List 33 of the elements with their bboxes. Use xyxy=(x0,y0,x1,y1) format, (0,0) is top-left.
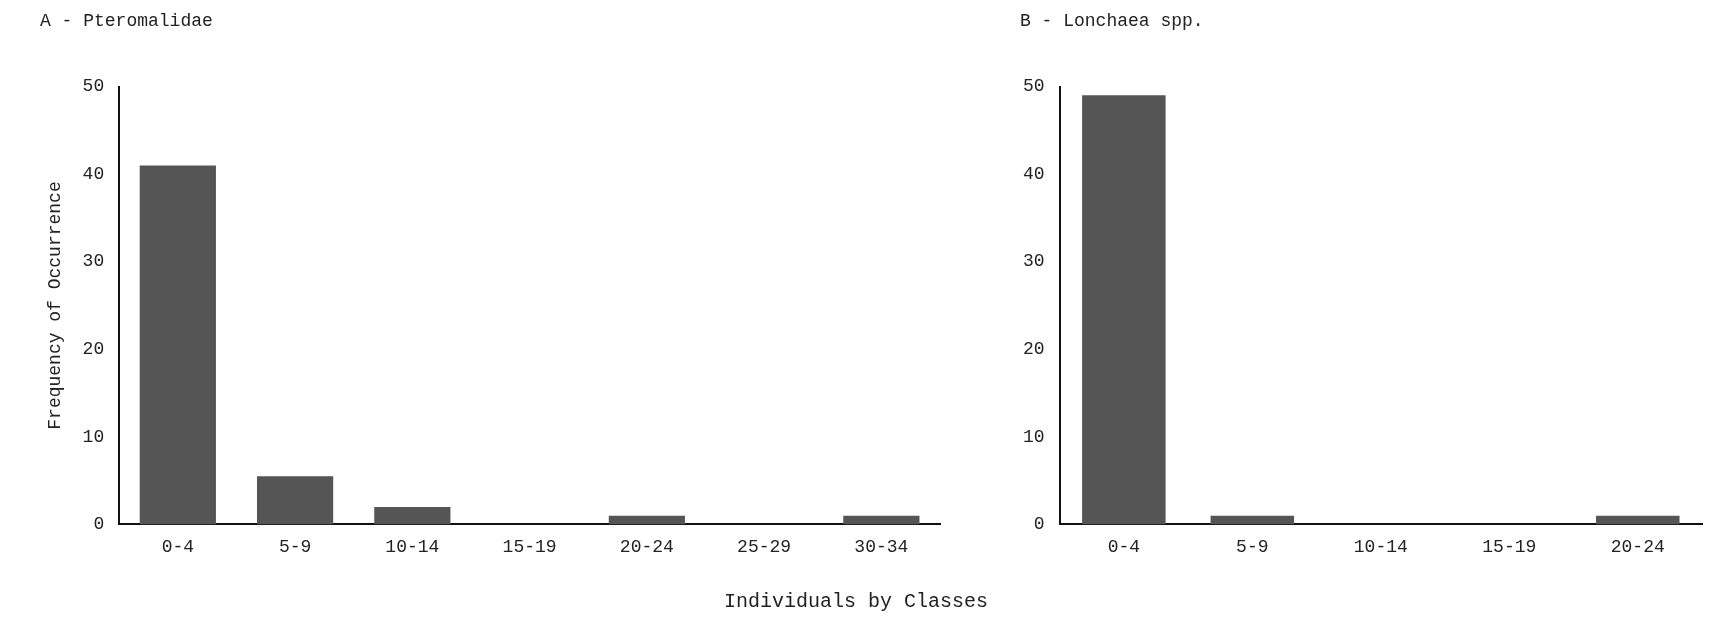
chart-title: A - Pteromalidae xyxy=(40,10,213,31)
x-tick-label: 15-19 xyxy=(502,536,557,557)
bar xyxy=(843,515,920,525)
x-tick-label: 0-4 xyxy=(161,536,195,557)
y-tick-label: 50 xyxy=(82,76,105,97)
y-tick-label: 10 xyxy=(1022,426,1045,447)
x-tick-label: 15-19 xyxy=(1482,536,1537,557)
y-tick-label: 0 xyxy=(93,514,105,535)
bar xyxy=(374,506,451,525)
x-tick-label: 0-4 xyxy=(1107,536,1141,557)
y-tick-label: 20 xyxy=(1022,339,1045,360)
y-axis-title: Frequency of Occurrence xyxy=(44,181,65,430)
y-tick-label: 20 xyxy=(82,339,105,360)
x-tick-label: 5-9 xyxy=(1236,536,1269,557)
y-tick-label: 50 xyxy=(1022,76,1045,97)
y-tick-label: 10 xyxy=(82,426,105,447)
x-tick-label: 10-14 xyxy=(385,536,440,557)
x-tick-label: 5-9 xyxy=(278,536,312,557)
x-tick-label: 25-29 xyxy=(737,536,792,557)
bar xyxy=(256,476,334,525)
chart-title: B - Lonchaea spp. xyxy=(1020,10,1204,31)
y-tick-label: 40 xyxy=(82,163,105,184)
y-tick-label: 30 xyxy=(82,251,105,272)
x-tick-label: 10-14 xyxy=(1353,536,1408,557)
y-tick-label: 0 xyxy=(1033,514,1045,535)
y-tick-label: 40 xyxy=(1022,163,1045,184)
y-tick-label: 30 xyxy=(1022,251,1045,272)
bar xyxy=(139,165,216,525)
x-tick-label: 20-24 xyxy=(1610,536,1665,557)
bar xyxy=(608,515,685,525)
x-axis-title: Individuals by Classes xyxy=(722,590,989,613)
x-tick-label: 30-34 xyxy=(854,536,909,557)
x-tick-label: 20-24 xyxy=(619,536,674,557)
